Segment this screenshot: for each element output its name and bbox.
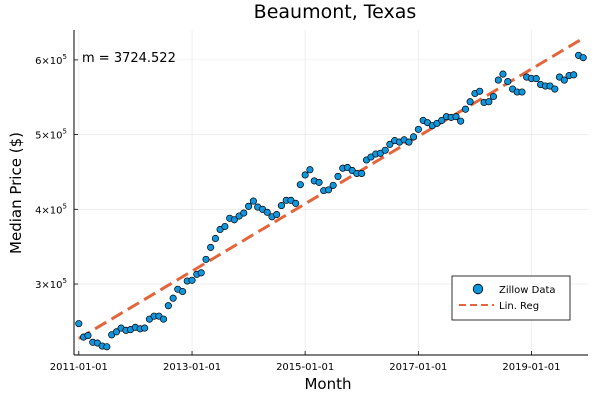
y-tick-label: 3×105 bbox=[35, 277, 67, 291]
data-point bbox=[263, 208, 271, 216]
data-point bbox=[485, 98, 493, 106]
plot-frame bbox=[73, 30, 588, 356]
x-tick-label: 2019-01-01 bbox=[502, 362, 560, 373]
data-point bbox=[499, 70, 507, 78]
y-tick-label: 4×105 bbox=[35, 202, 67, 216]
data-point bbox=[84, 332, 92, 340]
data-point bbox=[230, 216, 238, 224]
data-point bbox=[358, 169, 366, 177]
data-point bbox=[489, 92, 498, 101]
data-point bbox=[240, 209, 248, 217]
data-point bbox=[197, 269, 205, 277]
legend-label-zillow: Zillow Data bbox=[499, 285, 556, 296]
y-axis-ticks: 3×105 4×105 5×105 6×105 bbox=[35, 53, 78, 291]
legend-marker-zillow bbox=[472, 283, 484, 295]
data-point bbox=[570, 71, 578, 79]
x-tick-label: 2011-01-01 bbox=[50, 362, 108, 373]
data-point bbox=[169, 294, 177, 302]
data-point bbox=[405, 138, 413, 146]
legend: Zillow Data Lin. Reg bbox=[451, 275, 571, 321]
legend-label-linreg: Lin. Reg bbox=[499, 301, 539, 312]
x-tick-label: 2017-01-01 bbox=[389, 362, 447, 373]
data-point bbox=[211, 234, 219, 242]
x-tick-label: 2013-01-01 bbox=[163, 362, 221, 373]
data-point bbox=[466, 98, 474, 106]
data-point bbox=[315, 178, 323, 186]
data-point bbox=[386, 140, 394, 148]
data-point bbox=[329, 181, 337, 189]
data-point bbox=[164, 302, 172, 310]
y-tick-label: 6×105 bbox=[35, 53, 67, 67]
data-point bbox=[103, 343, 111, 351]
slope-annotation: m = 3724.522 bbox=[82, 51, 176, 66]
data-point bbox=[75, 320, 83, 328]
data-point bbox=[141, 324, 149, 332]
data-point bbox=[410, 133, 418, 141]
data-point bbox=[292, 199, 300, 207]
data-point bbox=[381, 146, 389, 154]
data-point bbox=[504, 78, 512, 86]
data-point bbox=[476, 87, 484, 95]
data-point bbox=[296, 181, 304, 189]
data-point bbox=[560, 76, 568, 84]
data-point bbox=[334, 172, 342, 180]
data-point bbox=[324, 186, 333, 194]
legend-box bbox=[451, 275, 571, 321]
y-tick-label: 5×105 bbox=[35, 128, 67, 142]
data-point bbox=[438, 116, 446, 124]
data-point bbox=[518, 88, 526, 96]
data-point bbox=[551, 85, 559, 93]
data-point bbox=[188, 276, 196, 284]
data-point bbox=[159, 315, 168, 323]
data-point bbox=[461, 105, 470, 113]
data-point bbox=[457, 117, 465, 125]
data-point bbox=[273, 210, 281, 219]
x-axis-ticks: 2011-01-01 2013-01-01 2015-01-01 2017-01-01… bbox=[50, 351, 561, 373]
data-point bbox=[306, 166, 314, 174]
data-point bbox=[579, 54, 587, 62]
data-point bbox=[202, 255, 210, 263]
scatter-series bbox=[75, 51, 587, 351]
data-point bbox=[249, 197, 257, 205]
chart-title: Beaumont, Texas bbox=[254, 1, 417, 23]
data-point bbox=[532, 75, 540, 83]
data-point bbox=[245, 202, 253, 210]
y-axis-title: Median Price ($) bbox=[7, 132, 25, 254]
data-point bbox=[112, 328, 120, 336]
data-point bbox=[414, 125, 422, 133]
x-tick-label: 2015-01-01 bbox=[276, 362, 334, 373]
data-point bbox=[301, 171, 309, 179]
data-point bbox=[179, 287, 187, 296]
data-point bbox=[221, 222, 229, 231]
data-point bbox=[207, 243, 215, 251]
x-axis-title: Month bbox=[304, 375, 351, 393]
data-point bbox=[494, 76, 502, 84]
data-point bbox=[452, 113, 460, 121]
data-point bbox=[277, 202, 285, 210]
